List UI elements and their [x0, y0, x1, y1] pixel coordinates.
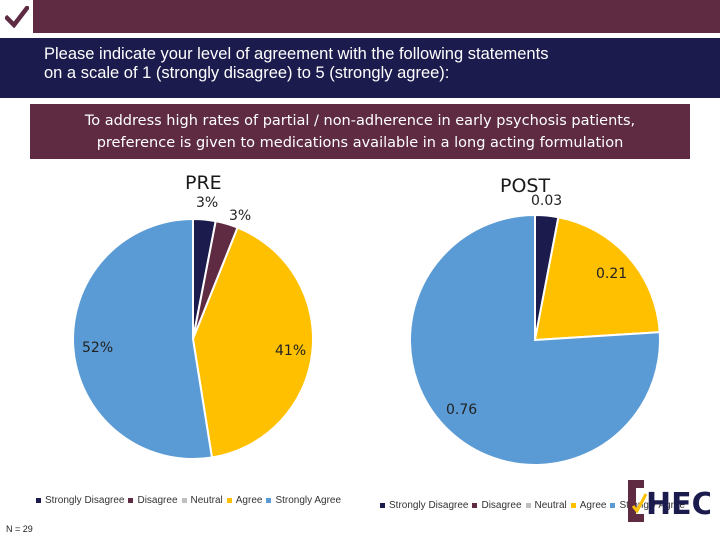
pre-legend-item: Strongly Disagree — [36, 495, 124, 506]
pre-label-strongly-disagree: 3% — [196, 195, 219, 211]
legend-swatch — [472, 503, 478, 508]
pre-slice-strongly-agree — [72, 217, 214, 460]
post-legend-item: Disagree — [472, 500, 522, 511]
post-legend-item: Neutral — [525, 500, 567, 511]
logo-text: HECK — [646, 487, 710, 522]
legend-swatch — [266, 498, 272, 503]
header-band — [0, 38, 720, 98]
post-label-agree: 0.21 — [596, 266, 628, 282]
question-header: Please indicate your level of agreement … — [44, 45, 704, 83]
legend-swatch — [525, 503, 531, 508]
legend-swatch — [36, 498, 41, 503]
pre-slice-agree — [191, 226, 314, 459]
top-bar — [0, 0, 720, 33]
legend-swatch — [380, 503, 385, 508]
post-legend: Strongly Disagree Disagree Neutral Agree… — [380, 500, 689, 511]
statement-line-2: preference is given to medications avail… — [96, 134, 624, 151]
checkmark-icon — [0, 0, 33, 33]
pre-chart-title: PRE — [185, 172, 222, 194]
legend-swatch — [128, 498, 134, 503]
pre-legend: Strongly Disagree Disagree Neutral Agree… — [36, 495, 345, 506]
legend-swatch — [610, 503, 616, 508]
post-label-strongly-disagree: 0.03 — [531, 193, 563, 209]
post-chart-title: POST — [500, 175, 551, 197]
post-slice-agree — [533, 216, 661, 342]
pre-legend-item: Strongly Agree — [266, 495, 341, 506]
sample-size-label: N = 29 — [6, 524, 33, 534]
post-legend-item: Agree — [570, 500, 606, 511]
check-logo: HECK — [624, 476, 720, 526]
post-legend-item: Strongly Disagree — [380, 500, 468, 511]
pre-legend-item: Disagree — [128, 495, 178, 506]
legend-swatch — [181, 498, 187, 503]
post-label-strongly-agree: 0.76 — [446, 402, 478, 418]
statement-line-1: To address high rates of partial / non-a… — [84, 112, 636, 129]
pre-label-strongly-agree: 52% — [82, 340, 114, 356]
statement-box: To address high rates of partial / non-a… — [30, 104, 690, 159]
legend-swatch — [226, 498, 232, 503]
pre-legend-item: Agree — [226, 495, 262, 506]
question-line-2: on a scale of 1 (strongly disagree) to 5… — [44, 64, 450, 82]
post-legend-item: Strongly Agree — [610, 500, 685, 511]
legend-swatch — [570, 503, 576, 508]
post-slice-strongly-agree — [409, 213, 661, 466]
pre-label-agree: 41% — [275, 343, 307, 359]
question-line-1: Please indicate your level of agreement … — [44, 45, 549, 63]
pre-legend-item: Neutral — [181, 495, 223, 506]
pre-label-disagree: 3% — [229, 208, 252, 224]
